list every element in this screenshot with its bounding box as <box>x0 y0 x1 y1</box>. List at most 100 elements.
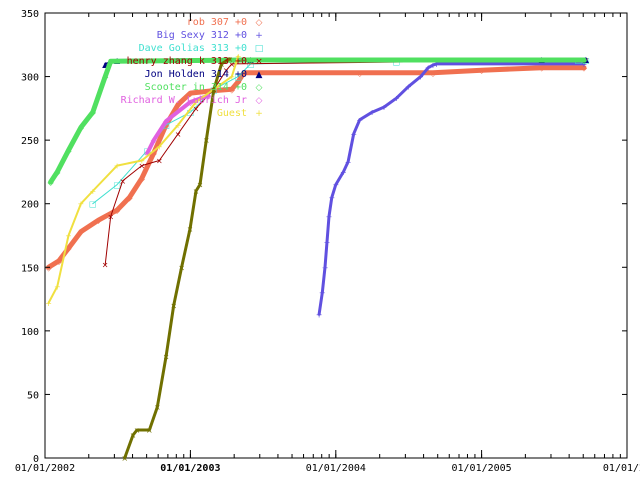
legend-marker: × <box>255 57 263 67</box>
data-point: × <box>119 177 126 186</box>
data-point: ◇ <box>241 69 248 78</box>
series-line <box>317 62 586 316</box>
data-point: □ <box>113 181 121 190</box>
data-point: ◇ <box>539 64 546 73</box>
data-point: ◇ <box>65 244 72 253</box>
plot-area <box>44 12 628 459</box>
data-point: + <box>316 310 323 319</box>
data-point: ◇ <box>430 69 437 78</box>
legend-label: Dave Golias 313 +0 <box>139 43 247 54</box>
series-line <box>46 65 587 270</box>
data-point: + <box>78 200 85 209</box>
data-point: ◇ <box>247 56 254 65</box>
data-point: + <box>345 158 352 167</box>
series-line <box>145 93 211 155</box>
legend: rob 307 +0 ◇Big Sexy 312 +0 +Dave Golias 3… <box>121 17 264 119</box>
data-point: × <box>218 60 225 69</box>
data-point: + <box>45 299 52 308</box>
data-point: + <box>89 187 96 196</box>
data-point: + <box>430 61 437 70</box>
data-point: □ <box>162 121 170 130</box>
data-point: × <box>138 162 145 171</box>
y-tick-label: 100 <box>21 327 39 338</box>
data-point: + <box>235 52 242 61</box>
data-point: ◇ <box>65 146 72 155</box>
series-1: +++++++++++++++++++ + <box>316 60 588 319</box>
data-point: × <box>203 136 210 145</box>
x-tick-label: 01/01/2004 <box>306 463 366 474</box>
data-point: × <box>146 426 153 435</box>
data-point: ◇ <box>151 149 158 158</box>
legend-label: Guest <box>217 108 247 119</box>
series-layer: ◇◇◇◇◇◇◇◇◇◇◇◇◇◇◇◇◇◇◇◇◇+++++++++++++++++++… <box>45 52 590 463</box>
y-tick-label: 150 <box>21 263 39 274</box>
data-point: × <box>163 352 170 361</box>
data-point: × <box>121 454 128 463</box>
legend-label: Scooter in 314 +0 <box>145 82 247 93</box>
data-point: × <box>197 181 204 190</box>
data-point: ◇ <box>151 136 158 145</box>
data-point: □ <box>89 200 97 209</box>
legend-marker: ◇ <box>256 83 263 93</box>
data-point: × <box>178 263 185 272</box>
data-point: + <box>405 83 412 92</box>
data-point: × <box>130 431 137 440</box>
series-8: ××× ×××××××××××× <box>121 55 233 463</box>
data-point: □ <box>187 108 195 117</box>
data-point: × <box>102 261 109 270</box>
data-point: ◇ <box>126 193 133 202</box>
data-point: ▲ <box>102 60 109 69</box>
data-point: + <box>417 73 424 82</box>
legend-label: Jon Holden 314 +0 <box>145 69 247 80</box>
data-point: ◇ <box>229 85 236 94</box>
data-point: + <box>340 168 347 177</box>
data-point: ◇ <box>90 108 97 117</box>
data-point: ◇ <box>175 101 182 110</box>
data-point: + <box>228 73 235 82</box>
legend-label: rob 307 +0 <box>187 17 247 28</box>
data-point: ◇ <box>163 117 170 126</box>
data-point: ◇ <box>54 168 61 177</box>
data-point: ◇ <box>357 69 364 78</box>
data-point: + <box>324 238 331 247</box>
data-point: × <box>154 403 161 412</box>
y-tick-label: 350 <box>21 9 39 20</box>
data-point: ◇ <box>114 206 121 215</box>
data-point: × <box>226 55 233 64</box>
data-point: + <box>581 60 588 69</box>
data-point: ◇ <box>479 66 486 75</box>
series-line <box>104 59 587 266</box>
data-point: + <box>322 263 329 272</box>
y-tick-label: 300 <box>21 73 39 84</box>
data-point: + <box>193 98 200 107</box>
data-point: + <box>332 181 339 190</box>
legend-marker: + <box>255 109 263 119</box>
data-point: + <box>350 130 357 139</box>
data-point: × <box>187 225 194 234</box>
data-point: × <box>211 85 218 94</box>
data-point: × <box>223 66 230 75</box>
data-point: ◇ <box>56 257 63 266</box>
data-point: □ <box>234 73 242 82</box>
series-5: ◇◇◇◇◇◇◇ ◇ ◇ <box>47 56 587 187</box>
legend-label: henry zhang k 313 +0 <box>127 56 247 67</box>
data-point: ◇ <box>144 149 151 158</box>
y-tick-label: 0 <box>33 454 39 465</box>
data-point: ◇ <box>581 64 588 73</box>
legend-marker: ▲ <box>256 70 263 80</box>
data-point: ◇ <box>47 178 54 187</box>
data-point: □ <box>247 60 255 69</box>
data-point: ◇ <box>187 98 194 107</box>
data-point: × <box>193 187 200 196</box>
data-point: + <box>381 103 388 112</box>
y-tick-label: 250 <box>21 136 39 147</box>
data-point: ◇ <box>102 73 109 82</box>
data-point: × <box>107 212 114 221</box>
data-point: + <box>54 282 61 291</box>
data-point: ◇ <box>78 123 85 132</box>
data-point: ◇ <box>108 57 115 66</box>
data-point: + <box>319 289 326 298</box>
x-tick-label: 01/01/2003 <box>160 463 220 474</box>
data-point: + <box>326 212 333 221</box>
